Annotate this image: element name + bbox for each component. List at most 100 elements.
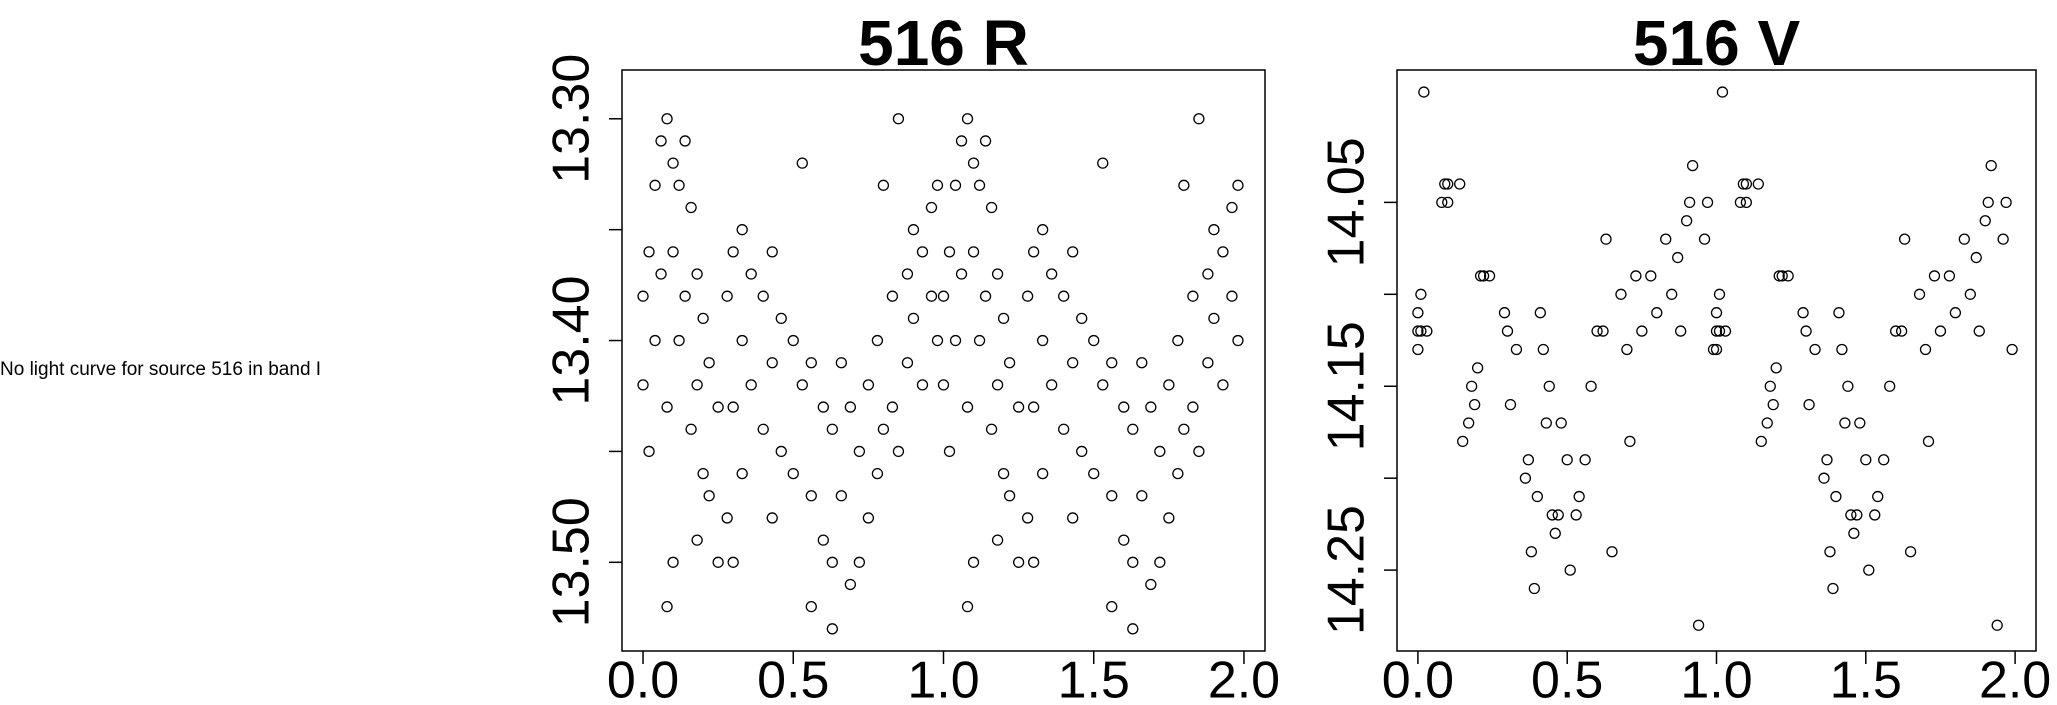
data-point [1928,270,1941,282]
data-point [1719,325,1732,337]
data-point [1172,467,1184,480]
data-point [766,357,778,369]
data-point [1770,362,1782,374]
data-point [1067,512,1079,524]
data-point [835,357,847,369]
data-point [1187,290,1199,302]
data-point [979,135,992,147]
data-point [1510,343,1523,356]
data-point [1127,423,1139,435]
data-point [1546,509,1558,521]
data-point [649,334,661,347]
data-point [1591,325,1603,337]
data-point [1863,564,1875,576]
data-point [673,334,685,347]
data-point [1782,270,1794,282]
y-tick-label: 13.50 [543,497,601,627]
data-point [955,135,968,147]
data-point [877,423,890,435]
data-point [862,379,875,391]
data-point [1543,380,1555,392]
data-point [1836,343,1848,356]
data-point [796,157,808,169]
data-point [826,623,838,635]
data-point [1163,379,1175,391]
data-point [1776,270,1788,282]
data-point [1851,509,1863,521]
data-point [775,312,787,325]
data-point [1809,343,1821,356]
data-point [1027,246,1040,258]
data-point [667,246,679,258]
chart: 516 R 0.0 0.5 1.0 1.5 2.0 13.30 13.40 13.50 [543,7,1280,705]
data-point [643,246,655,258]
data-point [1097,379,1109,391]
data-point [1067,246,1079,258]
data-point [1217,246,1229,258]
data-point [727,401,739,413]
data-point [667,157,679,169]
data-point [1468,398,1481,411]
data-point [1675,325,1687,337]
data-point [1415,288,1427,300]
y-tick-label: 14.05 [1318,137,1376,267]
data-point [1761,417,1773,429]
x-tick-label: 0.0 [1382,652,1454,705]
data-point [973,179,986,191]
data-point [991,379,1004,391]
plot-frame [1396,69,2037,652]
data-point [1412,343,1424,356]
data-point [1463,417,1475,429]
y-tick-label: 13.30 [543,54,601,184]
data-point [1964,288,1976,300]
data-point [1573,490,1585,503]
data-point [757,290,769,302]
data-point [1106,600,1118,613]
data-point [1202,268,1214,280]
data-point [1890,325,1902,337]
data-point [1585,380,1597,392]
data-point [655,268,667,280]
data-point [1021,512,1034,524]
data-point [1412,307,1424,319]
data-point [1058,290,1070,302]
data-point [1501,325,1514,337]
data-point [817,534,829,546]
data-point [892,113,905,125]
data-point [1740,196,1753,209]
x-tick-label: 0.5 [757,652,829,705]
x-tick-label: 1.5 [1058,652,1130,705]
data-point [925,201,938,214]
data-point [1097,157,1109,169]
data-point [1800,325,1812,337]
data-point [1564,564,1576,576]
data-point [1797,307,1809,319]
data-point [1555,417,1567,429]
data-point [1698,233,1711,245]
data-point [1991,619,2003,631]
data-point [1412,325,1424,337]
y-tick-label: 13.40 [543,275,601,405]
plot-frame [621,69,1266,652]
data-point [1570,509,1582,521]
data-point [1600,233,1612,245]
data-point [1848,527,1860,539]
data-point [1922,435,1935,448]
data-point [1878,454,1890,466]
data-point [991,534,1004,546]
data-point [1606,546,1618,558]
data-point [1710,325,1723,337]
data-point [727,246,739,258]
data-point [871,467,884,480]
data-point [1860,454,1872,466]
data-point [1178,179,1190,191]
data-point [1845,509,1857,521]
data-point [1773,270,1785,282]
data-point [1737,178,1750,190]
no-data-note: No light curve for source 516 in band I [0,359,322,380]
chart-title: 516 V [1633,7,1801,79]
data-point [1666,288,1678,300]
data-point [1076,445,1088,458]
data-point [1869,509,1881,521]
data-point [1827,582,1839,595]
